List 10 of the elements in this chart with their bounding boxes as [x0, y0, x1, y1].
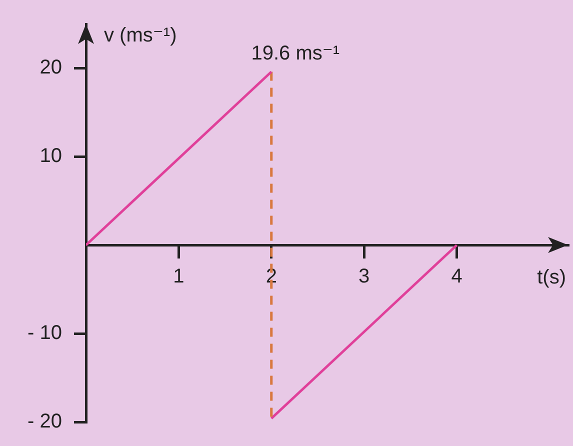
y-axis-title: v (ms⁻¹)	[104, 24, 177, 47]
x-tick-label: 1	[173, 266, 184, 288]
x-axis-title: t(s)	[537, 266, 566, 289]
y-tick-label: - 20	[28, 410, 62, 433]
annotation: 19.6 ms⁻¹	[251, 42, 340, 64]
x-tick-label: 4	[451, 266, 462, 288]
y-tick-label: - 10	[28, 322, 62, 344]
y-tick-label: 20	[40, 56, 62, 79]
x-tick-label: 3	[358, 266, 370, 288]
y-tick-label: 10	[40, 145, 62, 168]
